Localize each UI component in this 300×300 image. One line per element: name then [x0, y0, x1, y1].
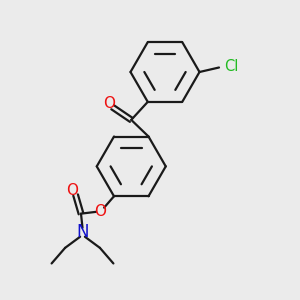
Text: O: O — [66, 183, 78, 198]
Text: N: N — [76, 223, 89, 241]
Text: O: O — [103, 96, 115, 111]
Text: Cl: Cl — [224, 59, 239, 74]
Text: O: O — [94, 204, 106, 219]
